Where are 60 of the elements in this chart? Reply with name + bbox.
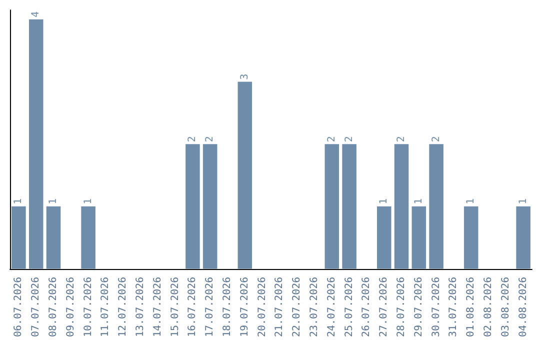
data-label: 2 (187, 136, 198, 142)
x-tick-label: 06.07.2026 (13, 276, 24, 338)
x-tick-label: 24.07.2026 (326, 276, 338, 338)
data-label: 2 (326, 136, 338, 142)
x-tick-label: 19.07.2026 (239, 276, 250, 338)
bar (342, 144, 356, 269)
bar (516, 206, 530, 269)
bar (394, 144, 409, 269)
data-label: 1 (48, 198, 59, 204)
data-label: 4 (30, 11, 42, 18)
bar (238, 82, 252, 269)
data-label: 1 (518, 198, 529, 204)
bar (46, 206, 61, 269)
bar (429, 144, 444, 269)
bar (412, 206, 426, 269)
bar (28, 19, 44, 269)
data-label: 1 (413, 198, 424, 204)
data-label: 1 (466, 198, 477, 204)
bar (324, 144, 340, 269)
x-tick-label: 25.07.2026 (344, 276, 355, 338)
bar (186, 144, 200, 269)
bar (202, 144, 218, 269)
data-label: 2 (430, 136, 442, 142)
x-tick-label: 08.07.2026 (48, 276, 59, 338)
x-tick-label: 07.07.2026 (30, 276, 42, 338)
data-label: 1 (378, 198, 390, 204)
data-label: 2 (344, 136, 355, 142)
x-tick-label: 31.07.2026 (448, 276, 460, 338)
x-tick-label: 10.07.2026 (82, 276, 94, 338)
x-tick-label: 18.07.2026 (222, 276, 233, 338)
x-tick-label: 26.07.2026 (361, 276, 372, 338)
x-tick-label: 30.07.2026 (430, 276, 442, 338)
bar (12, 206, 26, 269)
x-tick-label: 28.07.2026 (396, 276, 407, 338)
x-tick-label: 27.07.2026 (378, 276, 390, 338)
data-label: 1 (82, 198, 94, 204)
bar (464, 206, 478, 269)
x-tick-label: 01.08.2026 (466, 276, 477, 338)
x-tick-label: 16.07.2026 (187, 276, 198, 338)
x-tick-label: 11.07.2026 (100, 276, 112, 338)
bar (376, 206, 392, 269)
data-label: 2 (204, 136, 216, 142)
x-tick-label: 21.07.2026 (274, 276, 286, 338)
x-tick-label: 12.07.2026 (118, 276, 129, 338)
x-tick-label: 22.07.2026 (292, 276, 303, 338)
bar (81, 206, 96, 269)
x-tick-label: 20.07.2026 (256, 276, 268, 338)
x-tick-label: 13.07.2026 (135, 276, 146, 338)
x-tick-label: 23.07.2026 (309, 276, 320, 338)
x-tick-label: 09.07.2026 (65, 276, 76, 338)
x-tick-label: 17.07.2026 (204, 276, 216, 338)
x-tick-label: 02.08.2026 (483, 276, 494, 338)
x-tick-label: 29.07.2026 (413, 276, 424, 338)
data-label: 3 (239, 74, 250, 80)
data-label: 2 (396, 136, 407, 142)
x-tick-label: 04.08.2026 (518, 276, 529, 338)
data-label: 1 (13, 198, 24, 204)
x-tick-label: 03.08.2026 (500, 276, 512, 338)
x-tick-label: 15.07.2026 (170, 276, 181, 338)
x-tick-label: 14.07.2026 (152, 276, 164, 338)
